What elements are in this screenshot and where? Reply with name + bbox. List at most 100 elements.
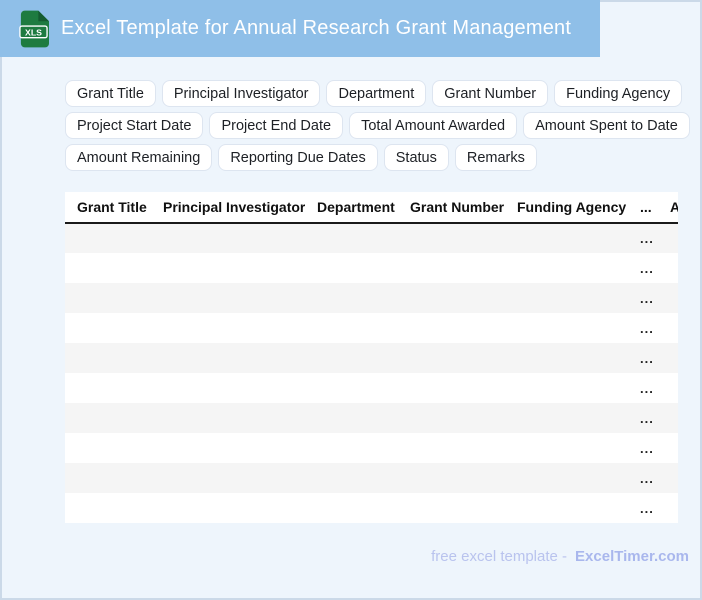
table-header-row: Grant Title Principal Investigator Departm…	[65, 192, 678, 224]
table-cell	[505, 433, 628, 463]
xls-file-icon: XLS	[18, 10, 49, 48]
table-cell	[398, 373, 505, 403]
table-cell	[398, 493, 505, 523]
table-cell	[151, 433, 305, 463]
table-row: ...	[65, 283, 678, 313]
table-cell	[151, 283, 305, 313]
footer-text: free excel template -	[431, 548, 568, 565]
table-cell	[398, 463, 505, 493]
row-ellipsis: ...	[640, 260, 654, 276]
table-cell	[65, 223, 151, 253]
table-cell	[305, 343, 398, 373]
table-cell	[658, 493, 678, 523]
table-cell	[151, 253, 305, 283]
column-header: Funding Agency	[505, 192, 628, 224]
table-cell	[151, 373, 305, 403]
table-cell	[65, 373, 151, 403]
column-header: Department	[305, 192, 398, 224]
table-cell	[658, 223, 678, 253]
table-cell	[658, 403, 678, 433]
grant-table: Grant Title Principal Investigator Departm…	[65, 192, 678, 523]
table-cell	[398, 313, 505, 343]
table-cell	[151, 463, 305, 493]
table-cell	[65, 403, 151, 433]
field-chip[interactable]: Status	[383, 144, 449, 171]
field-chip[interactable]: Funding Agency	[554, 80, 683, 107]
table-cell	[658, 253, 678, 283]
table-cell	[658, 343, 678, 373]
row-ellipsis: ...	[640, 380, 654, 396]
field-chips: Grant Title Principal Investigator Departm…	[65, 80, 690, 171]
column-header: Grant Number	[398, 192, 505, 224]
table-row: ...	[65, 373, 678, 403]
table-cell	[658, 433, 678, 463]
row-ellipsis: ...	[640, 410, 654, 426]
column-header: A	[658, 192, 678, 224]
table-cell	[398, 403, 505, 433]
chip-row: Project Start Date Project End Date Total …	[65, 112, 690, 139]
column-header: Grant Title	[65, 192, 151, 224]
field-chip[interactable]: Reporting Due Dates	[218, 144, 378, 171]
field-chip[interactable]: Grant Number	[432, 80, 549, 107]
table-body: ..............................	[65, 223, 678, 523]
table-cell	[398, 343, 505, 373]
field-chip[interactable]: Remarks	[454, 144, 537, 171]
table-cell	[151, 493, 305, 523]
grant-table-grid: Grant Title Principal Investigator Departm…	[65, 192, 678, 523]
field-chip[interactable]: Amount Spent to Date	[523, 112, 690, 139]
table-cell	[505, 373, 628, 403]
footer-brand-link[interactable]: ExcelTimer.com	[575, 548, 689, 565]
table-cell	[305, 223, 398, 253]
table-cell	[151, 403, 305, 433]
table-cell	[505, 223, 628, 253]
field-chip[interactable]: Project Start Date	[65, 112, 204, 139]
table-cell	[305, 373, 398, 403]
field-chip[interactable]: Amount Remaining	[65, 144, 213, 171]
table-cell	[505, 283, 628, 313]
table-row: ...	[65, 313, 678, 343]
table-row: ...	[65, 253, 678, 283]
table-cell	[65, 313, 151, 343]
table-cell	[398, 223, 505, 253]
row-ellipsis: ...	[640, 350, 654, 366]
table-cell	[65, 283, 151, 313]
table-row: ...	[65, 403, 678, 433]
table-cell	[505, 463, 628, 493]
table-cell	[305, 493, 398, 523]
table-cell	[305, 253, 398, 283]
row-ellipsis: ...	[640, 500, 654, 516]
table-cell	[65, 493, 151, 523]
table-row: ...	[65, 433, 678, 463]
row-ellipsis: ...	[640, 290, 654, 306]
table-row: ...	[65, 343, 678, 373]
row-ellipsis: ...	[640, 440, 654, 456]
table-cell	[151, 313, 305, 343]
table-cell	[305, 403, 398, 433]
row-ellipsis: ...	[640, 470, 654, 486]
table-cell	[398, 283, 505, 313]
chip-row: Amount Remaining Reporting Due Dates Statu…	[65, 144, 690, 171]
field-chip[interactable]: Project End Date	[209, 112, 344, 139]
table-cell	[658, 373, 678, 403]
table-cell	[305, 463, 398, 493]
table-cell	[398, 433, 505, 463]
table-row: ...	[65, 223, 678, 253]
table-cell	[505, 343, 628, 373]
field-chip[interactable]: Grant Title	[65, 80, 156, 107]
table-cell	[658, 283, 678, 313]
table-cell	[65, 463, 151, 493]
table-cell	[398, 253, 505, 283]
table-cell	[305, 433, 398, 463]
table-cell	[658, 313, 678, 343]
table-cell	[505, 253, 628, 283]
table-cell	[65, 343, 151, 373]
table-cell	[151, 343, 305, 373]
chip-row: Grant Title Principal Investigator Departm…	[65, 80, 690, 107]
table-cell	[658, 463, 678, 493]
field-chip[interactable]: Principal Investigator	[161, 80, 321, 107]
column-header: ...	[628, 192, 658, 224]
field-chip[interactable]: Department	[326, 80, 427, 107]
column-header: Principal Investigator	[151, 192, 305, 224]
field-chip[interactable]: Total Amount Awarded	[349, 112, 518, 139]
